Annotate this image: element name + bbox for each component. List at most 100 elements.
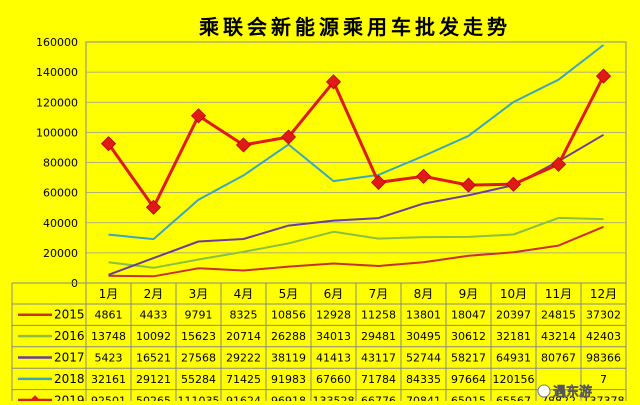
y-tick-label: 120000 [36,96,78,109]
data-label: 120156 [493,373,535,386]
data-label: 18047 [451,309,486,322]
legend-label: 2015 [54,308,85,322]
data-label: 55284 [181,373,216,386]
data-label: 27568 [181,352,216,365]
data-label: 9791 [185,309,213,322]
x-tick-label: 11月 [545,287,572,301]
data-label: 91624 [226,394,261,401]
chart-title: 乘联会新能源乘用车批发走势 [198,15,511,39]
data-label: 133528 [313,394,355,401]
x-tick-label: 12月 [590,287,617,301]
y-tick-label: 60000 [43,187,78,200]
data-label: 15623 [181,330,216,343]
data-label: 96918 [271,394,306,401]
data-label: 137378 [583,394,625,401]
watermark-text: 遇东游 [553,384,592,400]
data-label: 5423 [95,352,123,365]
wechat-icon [537,384,551,398]
data-label: 38119 [271,352,306,365]
data-label: 37302 [586,309,621,322]
data-label: 26288 [271,330,306,343]
x-tick-label: 9月 [459,287,479,301]
data-label: 70841 [406,394,441,401]
point-2019 [325,74,342,90]
x-tick-label: 1月 [99,287,119,301]
data-label: 91983 [271,373,306,386]
x-tick-label: 10月 [500,287,527,301]
data-label: 92501 [91,394,126,401]
x-tick-label: 5月 [279,287,299,301]
point-2019 [550,156,567,172]
legend-label: 2017 [54,351,85,365]
point-2019 [280,129,297,145]
point-2019 [415,168,432,184]
data-label: 10856 [271,309,306,322]
series-line-2015 [108,225,604,278]
y-tick-label: 160000 [36,36,78,49]
point-2019 [235,137,252,153]
point-2019 [595,68,612,84]
data-label: 78822 [541,394,576,401]
data-label: 30612 [451,330,486,343]
data-label: 13748 [91,330,126,343]
data-label: 80767 [541,352,576,365]
data-label: 50265 [136,394,171,401]
data-label: 42403 [586,330,621,343]
point-2019 [460,177,477,193]
data-label: 84335 [406,373,441,386]
y-tick-label: 80000 [43,157,78,170]
data-label: 13801 [406,309,441,322]
point-2019 [190,108,207,124]
x-tick-label: 2月 [144,287,164,301]
data-label: 32181 [496,330,531,343]
point-2019 [100,136,117,152]
data-label: 43214 [541,330,576,343]
data-label: 58217 [451,352,486,365]
legend-label: 2016 [54,329,85,343]
data-label: 71784 [361,373,396,386]
data-label: 29121 [136,373,171,386]
data-label: 34013 [316,330,351,343]
series-line-2016 [108,216,604,269]
data-label: 29481 [361,330,396,343]
data-label: 4433 [140,309,168,322]
data-label: 43117 [361,352,396,365]
y-tick-label: 40000 [43,217,78,230]
point-2019 [145,199,162,215]
y-tick-label: 100000 [36,126,78,139]
data-label: 52744 [406,352,441,365]
x-tick-label: 7月 [369,287,389,301]
data-label: 65567 [496,394,531,401]
data-label: 30495 [406,330,441,343]
y-tick-label: 140000 [36,66,78,79]
data-label: 8325 [230,309,258,322]
series-line-2019 [107,75,605,209]
data-label: 11258 [361,309,396,322]
data-label: 20714 [226,330,261,343]
data-label: 16521 [136,352,171,365]
data-table: 1月 2月 3月 4月 5月 6月 7月 8月 9月 10月 11月 12月 2015 4861 4433 9… [11,282,627,405]
data-label: 4861 [95,309,123,322]
plot-area: 0200004000060000800001000001200001400001… [36,36,627,290]
data-label: 98366 [586,352,621,365]
series-line-2017 [108,133,605,276]
data-label: 10092 [136,330,171,343]
legend-label: 2018 [54,372,85,386]
data-label: 64931 [496,352,531,365]
series-lines [107,44,605,278]
data-label: 67660 [316,373,351,386]
legend-marker-2019 [30,395,40,405]
data-label: 97664 [451,373,486,386]
data-label: 111035 [178,394,220,401]
series-line-2018 [108,44,605,241]
point-2019 [505,176,522,192]
y-tick-label: 20000 [43,247,78,260]
data-label: 41413 [316,352,351,365]
x-tick-label: 4月 [234,287,254,301]
x-tick-label: 8月 [414,287,434,301]
watermark: 遇东游 [537,384,592,400]
x-tick-label: 6月 [324,287,344,301]
data-label: 29222 [226,352,261,365]
data-label: 20397 [496,309,531,322]
